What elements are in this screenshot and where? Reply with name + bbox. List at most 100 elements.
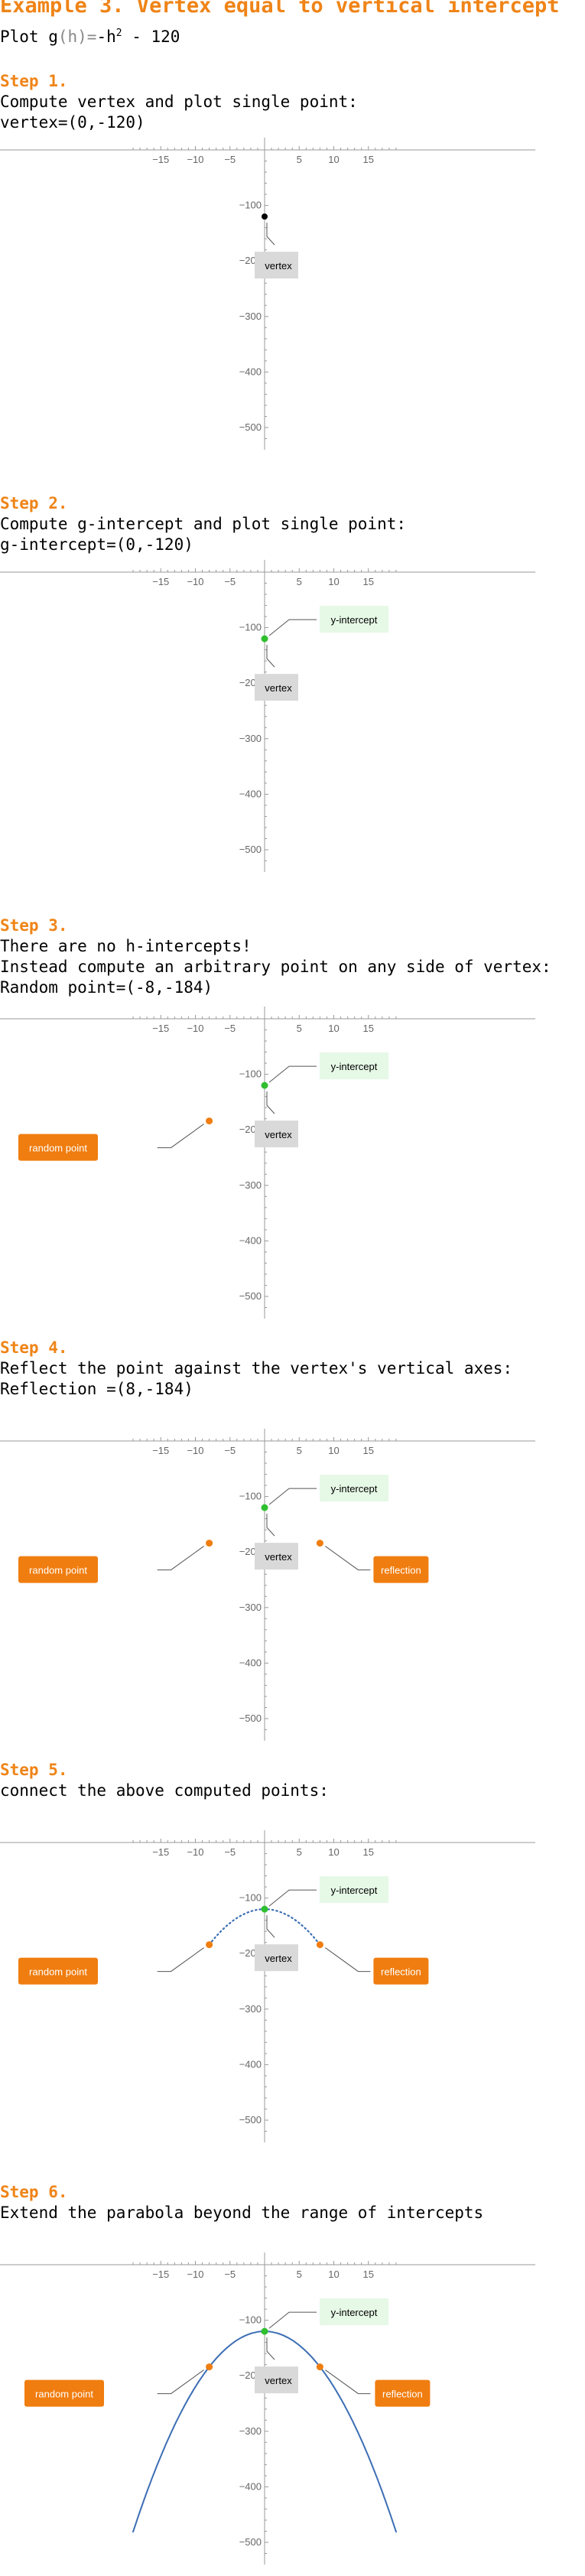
y-intercept-leader-line: [268, 619, 317, 636]
x-tick-label: −10: [187, 1445, 203, 1456]
step-text: Reflect the point against the vertex's v…: [0, 1359, 513, 1377]
y-tick-label: −400: [239, 366, 262, 377]
reflection-label: reflection: [382, 2389, 423, 2400]
random-point-label-box: [18, 1134, 98, 1161]
step-6-plot: −15 −10 −5 5 10 15−100−200−300−400−500vertexy…: [0, 2252, 535, 2565]
step-5: Step 5. connect the above computed points…: [0, 1760, 585, 1801]
vertex-label: vertex: [265, 682, 292, 694]
x-tick-label: −15: [152, 576, 169, 587]
x-tick-label: 5: [297, 1445, 302, 1456]
vertex-point: [262, 213, 268, 220]
step-text: Compute vertex and plot single point:: [0, 93, 358, 111]
y-tick-label: −500: [239, 2536, 262, 2548]
y-tick-label: −400: [239, 2480, 262, 2492]
random-point-label-box: [18, 1556, 98, 1583]
reflection-leader-line: [325, 1947, 371, 1973]
x-tick-label: 15: [363, 1445, 374, 1456]
y-intercept-label-box: [320, 606, 388, 633]
step-1: Step 1. Compute vertex and plot single po…: [0, 71, 585, 133]
y-intercept-label-box: [320, 2298, 388, 2326]
y-tick-label: −400: [239, 2058, 262, 2070]
step-heading: Step 5.: [0, 1761, 68, 1779]
y-intercept-point: [261, 1905, 268, 1913]
y-tick-label: −100: [239, 1892, 262, 1904]
y-tick-label: −500: [239, 844, 262, 855]
y-tick-label: −500: [239, 1712, 262, 1724]
step-text: Instead compute an arbitrary point on an…: [0, 958, 551, 976]
y-intercept-leader-line: [268, 1065, 317, 1083]
random-point-leader-line: [157, 1124, 204, 1149]
y-tick-label: −400: [239, 788, 262, 799]
vertex-leader-line: [266, 2337, 275, 2360]
x-tick-label: −5: [224, 154, 236, 165]
x-tick-label: 10: [328, 1023, 339, 1034]
x-tick-label: 10: [328, 2269, 339, 2280]
y-intercept-point: [261, 2327, 268, 2335]
y-tick-label: −100: [239, 2314, 262, 2326]
x-tick-label: −5: [224, 1445, 236, 1456]
x-tick-label: 15: [363, 2269, 374, 2280]
step-2-plot: −15 −10 −5 5 10 15−100−200−300−400−500vertexy…: [0, 560, 535, 872]
vertex-leader-line: [266, 645, 275, 668]
vertex-label-box: [255, 1944, 298, 1972]
x-tick-label: 15: [363, 576, 374, 587]
y-intercept-label-box: [320, 1052, 388, 1080]
x-tick-label: −10: [187, 1846, 203, 1858]
step-6: Step 6. Extend the parabola beyond the ra…: [0, 2182, 585, 2223]
step-5-plot: −15 −10 −5 5 10 15−100−200−300−400−500vertexy…: [0, 1830, 535, 2142]
reflection-marker: [316, 1941, 323, 1949]
vertex-label: vertex: [265, 260, 292, 272]
function-definition: Plot g(h)=-h2 - 120: [0, 28, 180, 46]
x-tick-label: 5: [297, 154, 302, 165]
x-tick-label: 10: [328, 1445, 339, 1456]
x-tick-label: −15: [152, 1023, 169, 1034]
x-tick-label: 10: [328, 154, 339, 165]
random-point-label-box: [18, 1957, 98, 1985]
step-3-plot: −15 −10 −5 5 10 15−100−200−300−400−500vertexy…: [0, 1007, 535, 1319]
y-tick-label: −100: [239, 1491, 262, 1502]
y-tick-label: −500: [239, 421, 262, 433]
x-tick-label: −10: [187, 1023, 203, 1034]
y-tick-label: −100: [239, 1068, 262, 1080]
y-tick-label: −100: [239, 200, 262, 211]
step-text: vertex=(0,-120): [0, 113, 145, 132]
x-tick-label: −5: [224, 2269, 236, 2280]
y-tick-label: −500: [239, 2114, 262, 2126]
y-intercept-leader-line: [268, 1889, 317, 1907]
y-intercept-label-box: [320, 1475, 388, 1502]
reflection-label-box: [373, 1556, 429, 1583]
step-heading: Step 6.: [0, 2183, 68, 2201]
y-intercept-point: [261, 635, 268, 642]
vertex-leader-line: [266, 223, 275, 246]
vertex-leader-line: [266, 1091, 275, 1114]
x-tick-label: 10: [328, 1846, 339, 1858]
y-tick-label: −300: [239, 733, 262, 744]
vertex-label-box: [255, 252, 298, 279]
x-tick-label: 15: [363, 1846, 374, 1858]
reflection-leader-line: [325, 2369, 371, 2395]
y-intercept-point: [261, 1504, 268, 1511]
y-intercept-label: y-intercept: [331, 614, 378, 626]
x-tick-label: 5: [297, 576, 302, 587]
y-tick-label: −300: [239, 1602, 262, 1613]
vertex-label-box: [255, 1120, 298, 1148]
y-tick-label: −100: [239, 622, 262, 633]
reflection-leader-line: [325, 1546, 371, 1571]
vertex-label: vertex: [265, 2375, 292, 2386]
x-tick-label: −5: [224, 576, 236, 587]
random-point-label-box: [24, 2379, 104, 2407]
vertex-label: vertex: [265, 1953, 292, 1964]
x-tick-label: −15: [152, 1445, 169, 1456]
step-text: Random point=(-8,-184): [0, 978, 213, 997]
reflection-label-box: [375, 2379, 431, 2407]
vertex-label: vertex: [265, 1129, 292, 1140]
y-tick-label: −500: [239, 1290, 262, 1302]
x-tick-label: 15: [363, 154, 374, 165]
vertex-label: vertex: [265, 1551, 292, 1563]
y-intercept-label: y-intercept: [331, 1885, 378, 1896]
step-heading: Step 1.: [0, 72, 68, 90]
reflection-label: reflection: [381, 1565, 421, 1576]
random-point-leader-line: [157, 1546, 204, 1571]
reflection-label: reflection: [381, 1966, 421, 1978]
vertex-leader-line: [266, 1915, 275, 1938]
